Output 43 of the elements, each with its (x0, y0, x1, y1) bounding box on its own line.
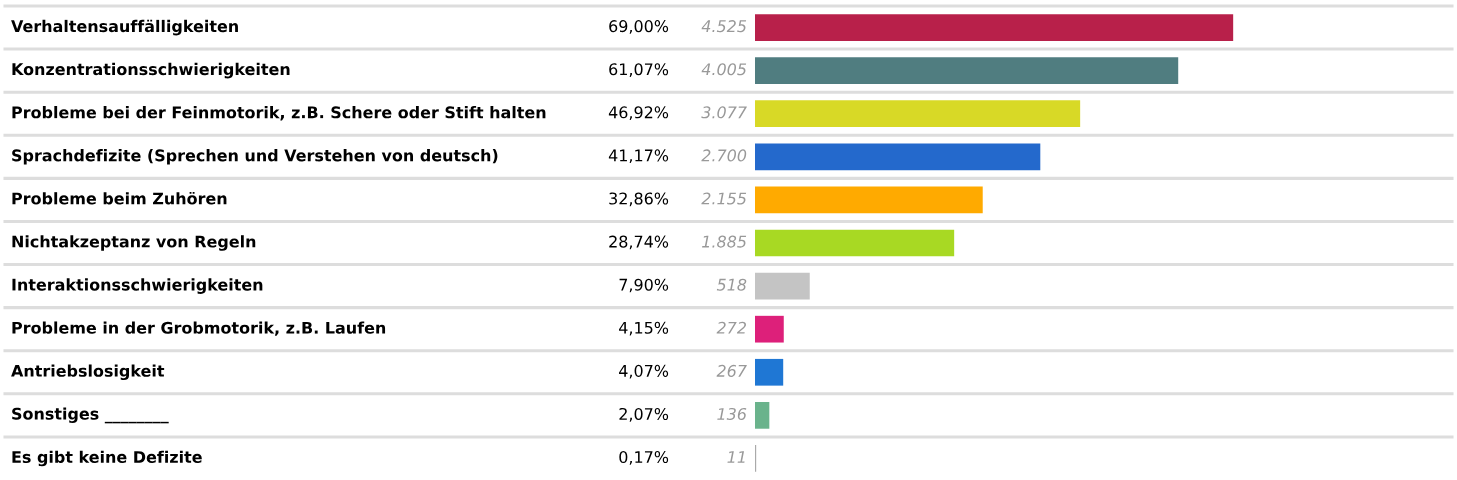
bar (755, 143, 1041, 171)
y-tick-label: Probleme in der Grobmotorik, z.B. Laufen (12, 321, 386, 336)
data-label: 61,07% (609, 63, 669, 77)
y-tick-label: Konzentrationsschwierigkeiten (12, 62, 290, 79)
data-label: 28,74% (609, 235, 669, 250)
data-label: 46,92% (608, 106, 669, 120)
data-label: 69,00% (609, 20, 669, 34)
bar (755, 186, 983, 214)
bar (755, 358, 784, 386)
bar (755, 315, 784, 343)
y-tick-label: Probleme bei der Feinmotorik, z.B. Schere oder Stift halten (12, 106, 546, 121)
y-tick-label: Sonstiges ________ (12, 407, 169, 424)
data-label: 7,90% (619, 278, 669, 293)
y-tick-label: Interaktionsschwierigkeiten (12, 278, 263, 294)
y-tick-label: Probleme beim Zuhören (12, 191, 227, 205)
text: 1.885 (702, 235, 747, 248)
data-label: 2,07% (619, 407, 669, 422)
text: 2.700 (701, 149, 747, 162)
bar (755, 229, 955, 257)
data-label: 0,17% (619, 451, 669, 465)
bar (755, 100, 1081, 128)
text: 4.005 (701, 63, 747, 76)
bar (755, 272, 810, 300)
text: 11 (727, 451, 745, 463)
text: 3.077 (701, 106, 747, 119)
data-label: 41,17% (608, 149, 669, 164)
text: 4.525 (701, 20, 747, 33)
text: 518 (716, 278, 747, 291)
y-tick-label: Sprachdefizite (Sprechen und Verstehen von deutsch) (12, 149, 498, 165)
y-tick-label: Verhaltensauffälligkeiten (11, 19, 238, 36)
data-label: 32,86% (609, 192, 669, 207)
data-label: 4,07% (619, 364, 669, 379)
bar (755, 14, 1234, 41)
y-tick-label: Antriebslosigkeit (11, 364, 165, 381)
text: 272 (716, 321, 747, 334)
bar (755, 402, 770, 429)
text: 136 (717, 407, 747, 420)
y-tick-label: Es gibt keine Defizite (12, 450, 202, 467)
text: 267 (716, 364, 747, 377)
bar (755, 57, 1179, 84)
y-tick-label: Nichtakzeptanz von Regeln (12, 235, 256, 251)
text: 2.155 (701, 192, 747, 205)
data-label: 4,15% (619, 321, 669, 336)
